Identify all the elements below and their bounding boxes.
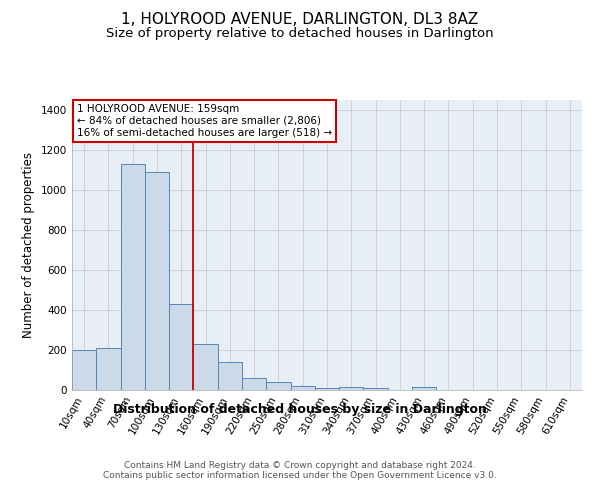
Bar xyxy=(169,304,193,390)
Bar xyxy=(290,386,315,390)
Bar xyxy=(339,387,364,390)
Y-axis label: Number of detached properties: Number of detached properties xyxy=(22,152,35,338)
Bar xyxy=(364,388,388,390)
Bar xyxy=(121,164,145,390)
Bar xyxy=(315,388,339,390)
Bar xyxy=(218,362,242,390)
Text: Contains HM Land Registry data © Crown copyright and database right 2024.
Contai: Contains HM Land Registry data © Crown c… xyxy=(103,460,497,480)
Text: 1, HOLYROOD AVENUE, DARLINGTON, DL3 8AZ: 1, HOLYROOD AVENUE, DARLINGTON, DL3 8AZ xyxy=(121,12,479,28)
Bar xyxy=(96,348,121,390)
Bar xyxy=(412,387,436,390)
Bar xyxy=(193,344,218,390)
Text: Size of property relative to detached houses in Darlington: Size of property relative to detached ho… xyxy=(106,28,494,40)
Bar xyxy=(266,382,290,390)
Text: Distribution of detached houses by size in Darlington: Distribution of detached houses by size … xyxy=(113,402,487,415)
Bar xyxy=(72,350,96,390)
Bar xyxy=(145,172,169,390)
Text: 1 HOLYROOD AVENUE: 159sqm
← 84% of detached houses are smaller (2,806)
16% of se: 1 HOLYROOD AVENUE: 159sqm ← 84% of detac… xyxy=(77,104,332,138)
Bar xyxy=(242,378,266,390)
